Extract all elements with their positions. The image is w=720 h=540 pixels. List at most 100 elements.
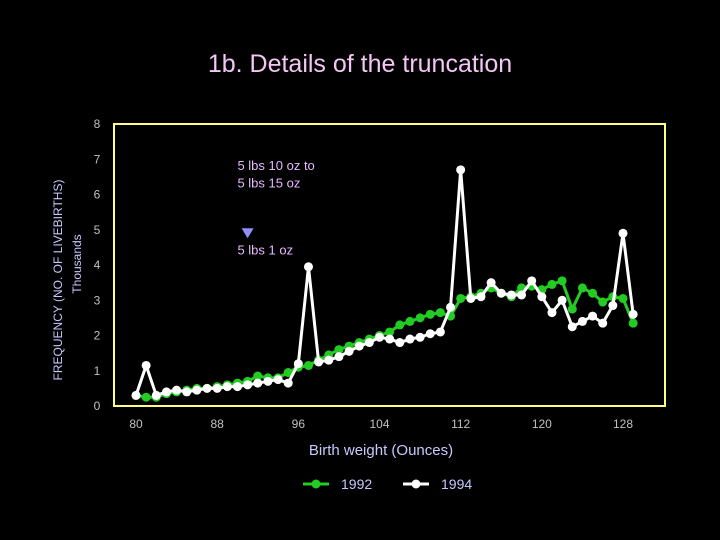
legend-label-1994: 1994 xyxy=(441,476,472,492)
data-point xyxy=(375,332,384,342)
data-point xyxy=(415,313,425,323)
data-point xyxy=(537,292,547,302)
data-point xyxy=(303,262,313,272)
data-point xyxy=(334,352,344,362)
x-tick-label: 88 xyxy=(210,417,224,431)
x-tick-label: 112 xyxy=(451,417,470,431)
data-point xyxy=(202,383,212,393)
data-point xyxy=(456,293,466,303)
data-point xyxy=(243,380,253,390)
data-point xyxy=(354,341,364,351)
data-point xyxy=(506,290,516,300)
data-point xyxy=(385,327,395,337)
x-tick-label: 80 xyxy=(129,417,143,431)
annotation-text: 5 lbs 10 oz to xyxy=(237,158,314,173)
x-tick-label: 128 xyxy=(613,417,633,431)
x-tick-label: 104 xyxy=(369,417,389,431)
data-point xyxy=(588,311,598,321)
y-axis-sublabel: Thousands xyxy=(70,234,84,293)
data-point xyxy=(405,316,415,326)
data-point xyxy=(222,382,232,392)
data-point xyxy=(517,290,527,300)
down-triangle-marker xyxy=(241,228,254,239)
data-point xyxy=(283,378,293,388)
data-point xyxy=(466,293,476,303)
data-point xyxy=(588,288,598,298)
y-tick-label: 2 xyxy=(94,329,101,343)
y-tick-label: 8 xyxy=(94,117,101,131)
annotation-text: 5 lbs 15 oz xyxy=(237,175,300,190)
data-point xyxy=(486,278,496,288)
data-point xyxy=(182,387,192,397)
annotation-text: 5 lbs 1 oz xyxy=(237,242,293,257)
data-point xyxy=(151,390,161,400)
legend-marker-1992 xyxy=(311,479,321,489)
data-point xyxy=(141,392,151,402)
y-tick-label: 7 xyxy=(94,152,101,166)
data-point xyxy=(496,288,506,298)
data-point xyxy=(618,228,628,238)
data-point xyxy=(577,316,587,326)
data-point xyxy=(232,382,242,392)
y-tick-label: 1 xyxy=(94,364,101,378)
plot-frame xyxy=(113,123,666,407)
data-point xyxy=(405,334,415,344)
data-point xyxy=(446,302,456,312)
legend-marker-1994 xyxy=(411,479,421,489)
data-point xyxy=(303,360,313,370)
data-point xyxy=(395,338,405,348)
data-point xyxy=(628,318,638,328)
x-tick-label: 120 xyxy=(532,417,552,431)
data-point xyxy=(415,332,425,342)
data-point xyxy=(212,383,222,393)
y-tick-label: 4 xyxy=(94,258,101,272)
y-axis-label: FREQUENCY (NO. OF LIVEBIRTHS) xyxy=(51,180,65,381)
data-point xyxy=(263,376,273,386)
data-point xyxy=(608,301,618,311)
data-point xyxy=(425,309,435,319)
y-tick-label: 0 xyxy=(94,399,101,413)
chart-title: 1b. Details of the truncation xyxy=(207,50,513,78)
data-point xyxy=(161,387,171,397)
data-point xyxy=(456,165,466,175)
y-tick-label: 3 xyxy=(94,293,101,307)
legend: 1992 1994 xyxy=(303,476,472,492)
data-point xyxy=(598,297,608,307)
data-point xyxy=(557,276,567,286)
series-group xyxy=(131,165,638,402)
y-tick-label: 5 xyxy=(94,223,101,237)
data-point xyxy=(283,368,293,378)
data-point xyxy=(364,338,374,348)
data-point xyxy=(253,371,263,381)
data-point xyxy=(172,385,182,395)
data-point xyxy=(141,360,151,370)
legend-label-1992: 1992 xyxy=(341,476,372,492)
data-point xyxy=(435,308,445,318)
data-point xyxy=(192,385,202,395)
data-point xyxy=(385,334,395,344)
y-tick-label: 6 xyxy=(94,188,101,202)
data-point xyxy=(547,279,557,289)
data-point xyxy=(425,329,435,339)
series-1994 xyxy=(131,165,638,400)
data-point xyxy=(567,322,577,332)
data-point xyxy=(527,276,537,286)
data-point xyxy=(557,295,567,305)
data-point xyxy=(334,345,344,355)
x-axis-label: Birth weight (Ounces) xyxy=(309,442,453,459)
data-point xyxy=(547,308,557,318)
data-point xyxy=(131,390,141,400)
data-point xyxy=(395,320,405,330)
data-point xyxy=(344,346,354,356)
x-tick-labels: 80 88 96 104 112 120 128 xyxy=(129,417,633,431)
data-point xyxy=(293,359,303,369)
data-point xyxy=(314,357,324,367)
data-point xyxy=(253,378,263,388)
annotations: 5 lbs 10 oz to 5 lbs 15 oz 5 lbs 1 oz xyxy=(237,158,314,258)
data-point xyxy=(435,327,445,337)
x-tick-label: 96 xyxy=(292,417,306,431)
data-point xyxy=(598,318,608,328)
data-point xyxy=(324,355,334,365)
data-point xyxy=(577,283,587,293)
